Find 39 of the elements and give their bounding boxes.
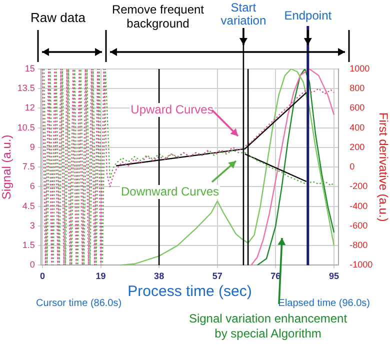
text: Elapsed time (96.0s) [278, 298, 370, 309]
x-tick-label: 57 [212, 271, 222, 282]
y2-tick-label: -800 [350, 240, 368, 250]
y-tick-label: 9 [30, 142, 35, 152]
y-tick-label: 6 [30, 181, 35, 192]
text: Raw data [30, 10, 86, 26]
text: Upward Curves [130, 102, 214, 116]
y-tick-label: 12 [24, 102, 35, 113]
ref-line-label: Start variation [220, 0, 266, 28]
y2-axis-title: First derivative (a.u.) [376, 112, 390, 222]
y2-tick-label: 400 [350, 122, 365, 132]
y2-tick-label: -600 [350, 220, 368, 230]
y2-tick-label: 0 [350, 162, 355, 172]
x-axis-title: Process time (sec) [128, 283, 252, 300]
y2-tick-label: -200 [350, 181, 368, 192]
text: Remove frequent background [112, 2, 205, 30]
y-tick-label: 10.5 [17, 122, 35, 132]
y-tick-label: 3 [30, 220, 35, 230]
x-tick-label: 19 [96, 271, 106, 282]
y-axis-title: Signal (a.u.) [0, 134, 14, 200]
y2-tick-label: -400 [350, 200, 368, 211]
text: Cursor time (86.0s) [36, 298, 122, 309]
y2-tick-label: 1000 [350, 63, 370, 74]
x-tick-label: 0 [40, 271, 45, 282]
y-tick-label: 15 [24, 63, 35, 74]
x-tick-label: 95 [328, 271, 339, 282]
y-tick-label: 7.5 [22, 162, 35, 172]
y-tick-label: 0 [30, 260, 35, 270]
text: Signal variation enhancement by special Algorithm [188, 311, 348, 340]
x-tick-label: 38 [154, 271, 164, 282]
legend-label: Downward Curves [120, 184, 220, 198]
y2-tick-label: 800 [350, 83, 365, 94]
y-tick-label: 4.5 [22, 200, 35, 211]
y2-tick-label: -1000 [350, 260, 373, 270]
ref-line-label: Endpoint [284, 8, 332, 22]
y2-tick-label: 600 [350, 102, 365, 113]
y-tick-label: 13.5 [17, 83, 35, 94]
y2-tick-label: 200 [350, 142, 365, 152]
y-tick-label: 1.5 [22, 240, 35, 250]
